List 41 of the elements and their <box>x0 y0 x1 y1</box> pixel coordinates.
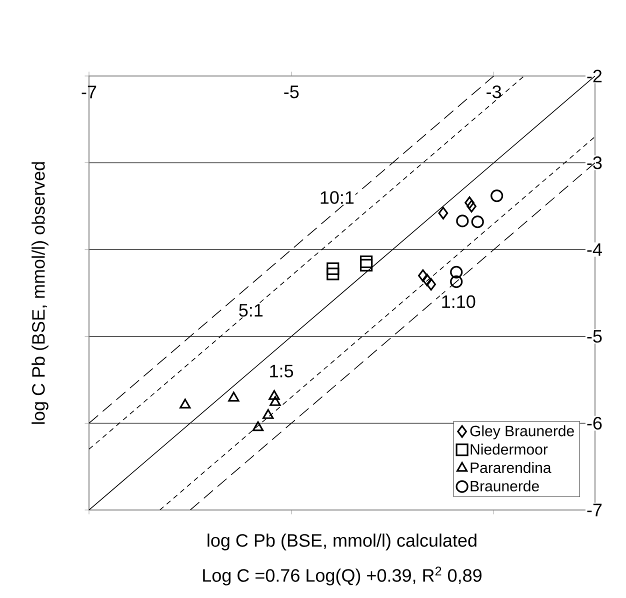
annotation: 1:5 <box>270 364 294 378</box>
annotation: 10:1 <box>320 191 354 204</box>
point <box>270 396 281 406</box>
y-tick-label: -3 <box>587 156 602 170</box>
y-tick-label: -6 <box>587 416 602 430</box>
point <box>262 409 274 419</box>
y-tick-label: -7 <box>587 504 602 516</box>
y-tick-label: -4 <box>587 243 602 256</box>
point <box>456 214 469 228</box>
point <box>490 189 504 202</box>
legend-label: Niedermoor <box>470 444 548 455</box>
text: Log C =0.76 Log(Q) +0.39, R$^{2}$ 0,89 <box>203 566 482 586</box>
point <box>418 269 428 282</box>
point <box>360 258 373 272</box>
y-axis-title: log C Pb (BSE, mmol/l) observed <box>32 162 48 424</box>
point <box>252 421 264 432</box>
point <box>471 216 484 228</box>
annotation: 1:10 <box>442 295 476 308</box>
legend-label: Braunerde <box>470 480 539 492</box>
legend-label: Gley Braunerde <box>470 425 574 440</box>
point <box>438 206 448 220</box>
x-tick-label: -5 <box>284 86 299 98</box>
point <box>326 268 340 280</box>
y-tick-label: -5 <box>587 330 602 343</box>
point <box>450 275 463 288</box>
point <box>426 278 436 291</box>
point <box>228 392 240 402</box>
point <box>422 274 432 286</box>
x-tick-label: -7 <box>82 86 96 98</box>
point <box>360 255 373 268</box>
legend-label: Pararendina <box>470 462 552 474</box>
y-tick-label: -2 <box>587 70 602 82</box>
point <box>466 200 476 212</box>
x-tick-label: -3 <box>486 85 502 98</box>
point <box>464 196 474 210</box>
point <box>450 266 463 278</box>
point <box>326 262 340 275</box>
annotation: 5:1 <box>239 304 263 317</box>
point <box>268 390 280 400</box>
point <box>180 398 191 409</box>
x-axis-title: log C Pb (BSE, mmol/l) calculated <box>208 534 476 550</box>
